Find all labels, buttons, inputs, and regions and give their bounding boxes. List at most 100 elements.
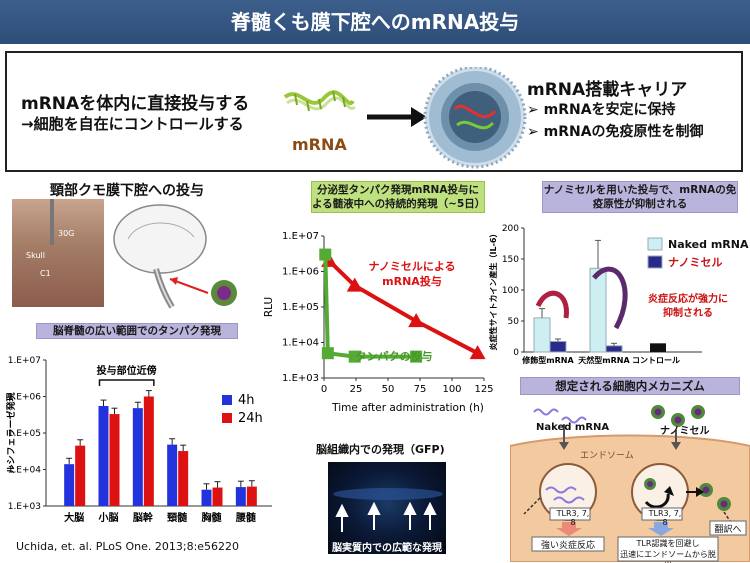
translation-label: 翻訳へ bbox=[714, 525, 742, 535]
legend-swatch bbox=[222, 395, 232, 405]
bar bbox=[109, 414, 120, 506]
page-title: 脊髄くも膜下腔へのmRNA投与 bbox=[0, 0, 750, 44]
mechanism-diagram bbox=[510, 405, 750, 562]
data-point bbox=[346, 277, 363, 292]
bar bbox=[533, 317, 551, 353]
gfp-caption: 脳実質内での広範な発現 bbox=[332, 543, 442, 554]
y-tick-label: 150 bbox=[502, 255, 519, 265]
group-label: 天然型mRNA bbox=[578, 355, 630, 365]
bar bbox=[143, 396, 154, 506]
nano-micelle-icon bbox=[651, 405, 705, 427]
category-label: 腰髄 bbox=[235, 511, 257, 524]
data-point bbox=[319, 248, 332, 261]
mrna-label: mRNA bbox=[292, 135, 347, 154]
y-tick-label: 1.E+07 bbox=[282, 231, 319, 242]
bar bbox=[75, 445, 86, 506]
panel3-header: ナノミセルを用いた投与で、mRNAの免疫原性が抑制される bbox=[542, 181, 738, 213]
annotation-line-1: 炎症反応が強力に bbox=[648, 292, 728, 305]
summary-box: mRNAを体内に直接投与する →細胞を自在にコントロールする m bbox=[5, 51, 743, 172]
citation: Uchida, et. al. PLoS One. 2013;8:e56220 bbox=[16, 540, 240, 553]
carrier-illustration bbox=[283, 67, 527, 169]
series-line bbox=[327, 259, 479, 355]
cytokine-chart: 0 50 100 150 200 炎症性サイトカイン産生（IL-6） 修飾型mRNA 天然型m… bbox=[488, 224, 749, 365]
group-label: 修飾型mRNA bbox=[521, 355, 574, 365]
label-c1: C1 bbox=[40, 269, 51, 278]
category-label: 脳幹 bbox=[133, 511, 154, 524]
injection-title: 頸部クモ膜下腔への投与 bbox=[50, 183, 204, 199]
bar bbox=[167, 444, 178, 506]
legend-label: ナノミセル bbox=[668, 256, 722, 269]
escape-label-line-2: 迅速にエンドソームから脱出 bbox=[620, 550, 716, 563]
naked-mrna-icon bbox=[533, 408, 587, 424]
bar bbox=[212, 487, 223, 506]
curved-arrow-icon bbox=[592, 266, 628, 330]
summary-line-2: →細胞を自在にコントロールする bbox=[21, 115, 244, 133]
y-tick-label: 1.E+06 bbox=[8, 393, 42, 403]
gfp-image: 脳実質内での広範な発現 bbox=[328, 462, 446, 554]
legend-swatch bbox=[222, 413, 232, 423]
y-tick-label: 200 bbox=[502, 224, 519, 234]
label-30g: 30G bbox=[58, 229, 75, 238]
y-tick-label: 100 bbox=[502, 286, 519, 296]
bar bbox=[178, 451, 189, 506]
nano-carrier-icon bbox=[423, 67, 527, 169]
injection-photo: 30G Skull C1 bbox=[12, 199, 104, 307]
bar bbox=[98, 405, 109, 506]
group-label: コントロール bbox=[632, 356, 680, 365]
needle-icon bbox=[50, 199, 54, 245]
rlu-chart: 1.E+03 1.E+04 1.E+05 1.E+06 1.E+07 0 25 50 75 100… bbox=[263, 231, 494, 414]
carrier-bullet-1: ➢ mRNAを安定に保持 bbox=[527, 102, 676, 118]
x-tick-label: 75 bbox=[414, 384, 427, 395]
y-tick-label: 1.E+03 bbox=[282, 373, 319, 384]
y-axis-label: RLU bbox=[263, 297, 275, 317]
carrier-bullet-2: ➢ mRNAの免疫原性を制御 bbox=[527, 124, 704, 140]
legend-label: 4h bbox=[238, 393, 255, 408]
bar bbox=[235, 487, 246, 506]
y-tick-label: 1.E+03 bbox=[8, 502, 41, 512]
mrna-strand-icon bbox=[283, 90, 357, 112]
control-bar bbox=[650, 343, 666, 352]
near-site-label: 投与部位近傍 bbox=[97, 364, 157, 377]
bar bbox=[589, 267, 607, 353]
luciferase-chart: 1.E+03 1.E+04 1.E+05 1.E+06 1.E+07 ルシフェラーゼ発現大… bbox=[5, 356, 272, 524]
annotation-line-2: 抑制される bbox=[663, 306, 713, 319]
bar bbox=[132, 408, 143, 506]
panel2-header: 分泌型タンパク発現mRNA投与による髄液中への持続的発現（~5日） bbox=[311, 181, 485, 213]
legend-swatch bbox=[647, 255, 663, 269]
series-label-nano-1: ナノミセルによる bbox=[368, 260, 455, 273]
y-axis-label: 炎症性サイトカイン産生（IL-6） bbox=[488, 230, 498, 351]
bar bbox=[605, 345, 623, 353]
category-label: 胸髄 bbox=[202, 511, 223, 524]
strong-inflammation-label: 強い炎症反応 bbox=[540, 541, 595, 551]
data-point bbox=[408, 313, 425, 328]
curved-arrow-icon bbox=[535, 290, 569, 319]
tlr-left-label: TLR3, 7, 8 bbox=[556, 509, 590, 527]
data-point bbox=[321, 347, 334, 360]
y-tick-label: 0 bbox=[513, 348, 519, 358]
series-line bbox=[323, 254, 417, 359]
summary-line-1: mRNAを体内に直接投与する bbox=[21, 94, 250, 114]
legend-swatch bbox=[647, 237, 663, 251]
y-tick-label: 50 bbox=[508, 317, 520, 327]
category-label: 大脳 bbox=[64, 511, 84, 524]
series-label-protein: タンパクの投与 bbox=[356, 349, 433, 363]
category-label: 頸髄 bbox=[167, 511, 188, 524]
x-tick-label: 50 bbox=[382, 384, 395, 395]
escape-label-line-1: TLR認識を回避し bbox=[636, 539, 700, 548]
panel1-header: 脳脊髄の広い範囲でのタンパク発現 bbox=[36, 323, 238, 339]
near-site-bracket bbox=[98, 379, 155, 386]
bar bbox=[246, 486, 257, 506]
data-point bbox=[469, 345, 486, 360]
escape-label: TLR認識を回避し 迅速にエンドソームから脱出 bbox=[618, 538, 718, 563]
bar bbox=[549, 340, 567, 353]
gfp-title: 脳組織内での発現（GFP) bbox=[316, 443, 445, 456]
label-skull: Skull bbox=[26, 251, 45, 260]
y-tick-label: 1.E+04 bbox=[282, 338, 319, 349]
y-tick-label: 1.E+04 bbox=[8, 466, 42, 476]
y-tick-label: 1.E+05 bbox=[282, 302, 319, 313]
anatomy-diagram bbox=[113, 204, 237, 309]
category-label: 小脳 bbox=[98, 511, 119, 524]
x-tick-label: 0 bbox=[321, 384, 327, 395]
tlr-right-label: TLR3, 7, 8 bbox=[648, 509, 682, 527]
nanomicelle-label: ナノミセル bbox=[660, 426, 710, 437]
